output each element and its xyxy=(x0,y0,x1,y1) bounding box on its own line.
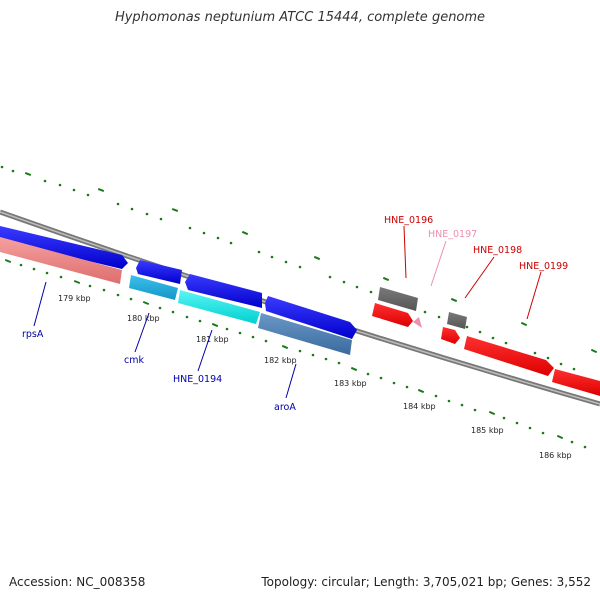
leader-line-aroA xyxy=(285,363,297,399)
leader-line-HNE-0198 xyxy=(464,256,495,299)
gene-cmk[interactable] xyxy=(129,275,178,300)
gene-label-HNE-0197: HNE_0197 xyxy=(428,229,477,240)
scale-label-181kbp: 181 kbp xyxy=(196,335,229,344)
gene-aroA[interactable] xyxy=(258,313,352,355)
gene-label-HNE-0194: HNE_0194 xyxy=(173,374,222,385)
gene-block-blue-4[interactable] xyxy=(265,296,357,339)
gene-label-HNE-0196: HNE_0196 xyxy=(384,215,433,226)
accession-text: Accession: NC_008358 xyxy=(9,575,146,589)
scale-label-184kbp: 184 kbp xyxy=(403,402,436,411)
topology-text: Topology: circular; Length: 3,705,021 bp… xyxy=(261,575,591,589)
leader-line-HNE-0194 xyxy=(197,329,213,372)
leader-line-cmk xyxy=(134,312,150,353)
gene-label-HNE-0198: HNE_0198 xyxy=(473,245,522,256)
inner-scale-ring xyxy=(4,258,587,449)
gene-block-blue-1[interactable] xyxy=(0,226,128,269)
gene-HNE-0194[interactable] xyxy=(178,290,260,324)
gene-red-forward-1[interactable] xyxy=(372,303,413,327)
gene-HNE-0198[interactable] xyxy=(447,312,467,329)
gene-red-forward-3[interactable] xyxy=(552,369,600,396)
leader-line-HNE-0196 xyxy=(403,225,407,279)
gene-HNE-0196[interactable] xyxy=(378,287,418,311)
gene-red-forward-2[interactable] xyxy=(441,327,460,344)
gene-rpsA[interactable] xyxy=(0,237,122,284)
leader-line-HNE-0197 xyxy=(430,240,447,287)
outer-tick-ring xyxy=(0,165,598,371)
gene-label-HNE-0199: HNE_0199 xyxy=(519,261,568,272)
gene-HNE-0199[interactable] xyxy=(464,336,554,376)
scale-label-183kbp: 183 kbp xyxy=(334,379,367,388)
leader-line-rpsA xyxy=(33,281,47,327)
gene-block-blue-3[interactable] xyxy=(185,274,262,308)
map-title: Hyphomonas neptunium ATCC 15444, complet… xyxy=(114,10,486,25)
scale-label-180kbp: 180 kbp xyxy=(127,314,160,323)
gene-block-blue-2[interactable] xyxy=(136,260,182,284)
scale-label-179kbp: 179 kbp xyxy=(58,294,91,303)
scale-label-185kbp: 185 kbp xyxy=(471,426,504,435)
gene-label-aroA: aroA xyxy=(274,402,296,413)
leader-line-HNE-0199 xyxy=(526,271,542,320)
scale-label-186kbp: 186 kbp xyxy=(539,451,572,460)
gene-HNE-0197[interactable] xyxy=(413,317,422,328)
gene-label-rpsA: rpsA xyxy=(22,329,44,340)
scale-label-182kbp: 182 kbp xyxy=(264,356,297,365)
gene-label-cmk: cmk xyxy=(124,355,144,366)
